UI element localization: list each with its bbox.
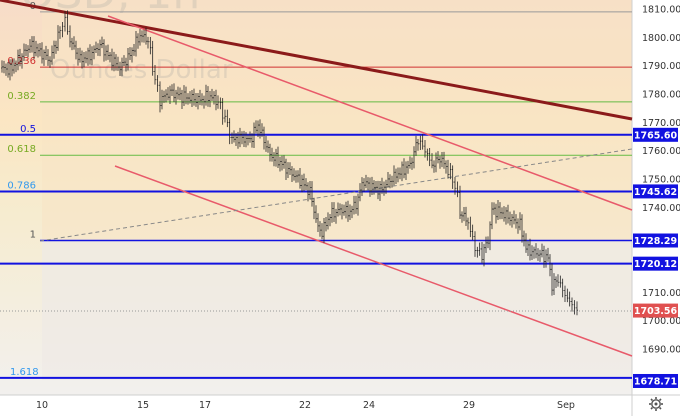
time-axis[interactable]: 10 15 17 22 24 29 Sep xyxy=(36,400,575,411)
fib-level-label: 1 xyxy=(30,229,36,240)
candlestick-series xyxy=(1,10,578,316)
price-tag-label: 1703.56 xyxy=(634,306,678,317)
price-tick-label: 1770.00 xyxy=(642,118,680,129)
fib-lower-shade xyxy=(42,240,632,380)
fib-level-label: 0.786 xyxy=(7,180,36,191)
dashed-uptrend-line[interactable] xyxy=(39,148,633,242)
fib-level-label: 1.618 xyxy=(10,367,39,378)
time-tick-label: 17 xyxy=(199,400,211,411)
price-tag-background xyxy=(633,373,678,388)
price-axis[interactable]: 1810.00 1800.00 1790.00 1780.00 1770.00 1760.… xyxy=(642,5,680,356)
time-tick-label: Sep xyxy=(557,400,575,411)
fib-level-label: 0.382 xyxy=(7,91,36,102)
price-tick-label: 1800.00 xyxy=(642,33,680,44)
price-tick-label: 1810.00 xyxy=(642,5,680,16)
price-tick-label: 1760.00 xyxy=(642,146,680,157)
price-tick-label: 1740.00 xyxy=(642,203,680,214)
watermark-subtitle: Ounces Dollar xyxy=(50,55,233,85)
price-tag-label: 1745.62 xyxy=(634,187,677,198)
fib-level-label: 0.5 xyxy=(20,124,36,135)
time-tick-label: 22 xyxy=(299,400,311,411)
price-tag-background xyxy=(633,256,678,271)
price-tick-label: 1700.00 xyxy=(642,316,680,327)
price-tag-background xyxy=(633,184,678,199)
price-tick-label: 1690.00 xyxy=(642,345,680,356)
price-tag-background xyxy=(633,233,678,248)
price-tick-label: 1750.00 xyxy=(642,175,680,186)
channel-lower-line[interactable] xyxy=(114,165,633,357)
time-tick-label: 10 xyxy=(36,400,48,411)
price-tag-label: 1728.29 xyxy=(634,236,677,247)
price-tick-label: 1780.00 xyxy=(642,90,680,101)
time-tick-label: 24 xyxy=(363,400,375,411)
main-downtrend-line[interactable] xyxy=(0,0,633,121)
price-tags: 1765.60 1745.62 1728.29 1720.12 1703.56 1678.… xyxy=(633,127,678,388)
channel-upper-line[interactable] xyxy=(107,15,633,211)
price-tick-label: 1710.00 xyxy=(642,288,680,299)
fib-upper-shade xyxy=(42,0,632,240)
price-tag-label: 1720.12 xyxy=(634,259,677,270)
price-tick-label: 1790.00 xyxy=(642,61,680,72)
price-tag-background xyxy=(633,303,678,318)
price-tag-label: 1765.60 xyxy=(634,130,678,141)
price-tag-label: 1678.71 xyxy=(634,376,677,387)
gear-icon[interactable] xyxy=(649,397,663,411)
fib-level-label: 0.618 xyxy=(7,144,36,155)
time-tick-label: 29 xyxy=(463,400,475,411)
time-tick-label: 15 xyxy=(137,400,149,411)
price-tag-background xyxy=(633,127,678,142)
